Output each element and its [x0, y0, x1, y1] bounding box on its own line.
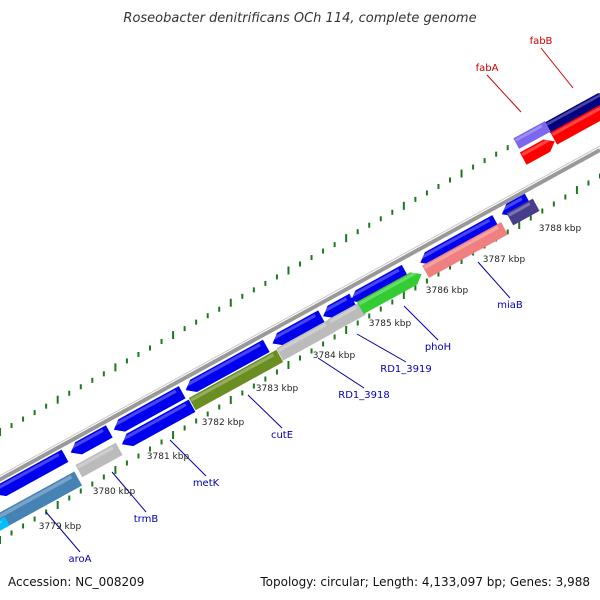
gene-arrow [356, 271, 422, 314]
gene-leader-line [403, 305, 439, 341]
gene-arrow [422, 222, 508, 278]
gene-label[interactable]: trmB [134, 514, 159, 525]
gene-leader-line [111, 471, 147, 513]
gene-arrow [500, 193, 532, 217]
gene-label[interactable]: RD1_3919 [380, 364, 431, 375]
gene-arrow [188, 349, 284, 411]
gene-leader-line [477, 261, 511, 299]
gene-leader-line [247, 394, 283, 429]
tick-label: 3786 kbp [426, 286, 469, 296]
gene-label[interactable]: cutE [271, 430, 293, 441]
tick-label: 3784 kbp [313, 351, 356, 361]
gene-label[interactable]: aroA [69, 554, 92, 565]
gene-arrow [112, 386, 186, 432]
gene-label[interactable]: fabB [530, 36, 553, 47]
gene-arrow [519, 138, 555, 165]
tick-label: 3783 kbp [256, 384, 299, 394]
gene-arrow [276, 319, 336, 361]
map-title: Roseobacter denitrificans OCh 114, compl… [123, 11, 476, 26]
gene-leader-line [486, 74, 522, 113]
gene-arrow [183, 339, 270, 392]
gene-leader-line [356, 333, 407, 363]
gene-arrow [327, 302, 367, 332]
gene-leader-line [45, 511, 81, 553]
gene-arrow [120, 399, 196, 447]
gene-leader-line [169, 439, 207, 477]
gene-arrow [349, 264, 409, 303]
gene-label[interactable]: fabA [476, 63, 499, 74]
gene-leader-line [317, 357, 365, 389]
gene-label[interactable]: miaB [497, 300, 523, 311]
tick-label: 3781 kbp [147, 452, 190, 462]
gene-arrow [544, 92, 600, 134]
inner-tick-dots [0, 173, 600, 544]
gene-label[interactable]: RD1_3918 [338, 390, 389, 401]
tick-label: 3785 kbp [369, 319, 412, 329]
tick-label: 3780 kbp [93, 487, 136, 497]
accession-text: Accession: NC_008209 [8, 575, 144, 589]
gene-arrow [321, 293, 357, 318]
gene-labels: aroA trmB metK cutE RD1_3918 RD1_3919 phoH miaB… [45, 36, 574, 565]
genome-summary-text: Topology: circular; Length: 4,133,097 bp… [259, 575, 590, 589]
gene-arrow [550, 103, 600, 145]
gene-arrow [418, 215, 500, 265]
backbone-line-inner [0, 145, 600, 477]
feature-arrows [0, 92, 600, 539]
gene-arrow [270, 310, 325, 346]
tick-label: 3787 kbp [483, 255, 526, 265]
gene-arrow [75, 442, 123, 478]
tick-label: 3788 kbp [539, 224, 582, 234]
gene-label[interactable]: metK [193, 478, 220, 489]
tick-label: 3782 kbp [202, 418, 245, 428]
gene-label[interactable]: phoH [425, 342, 451, 353]
gene-arrow [68, 425, 113, 455]
gene-arrow [0, 516, 10, 532]
tick-label: 3779 kbp [39, 522, 82, 532]
gene-leader-line [540, 47, 574, 89]
gene-arrow [506, 198, 540, 226]
gene-arrow [513, 121, 551, 149]
backbone-line [0, 148, 600, 482]
gene-arrow [0, 449, 69, 497]
tick-labels: 3779 kbp 3780 kbp 3781 kbp 3782 kbp 3783 kbp… [39, 224, 582, 532]
